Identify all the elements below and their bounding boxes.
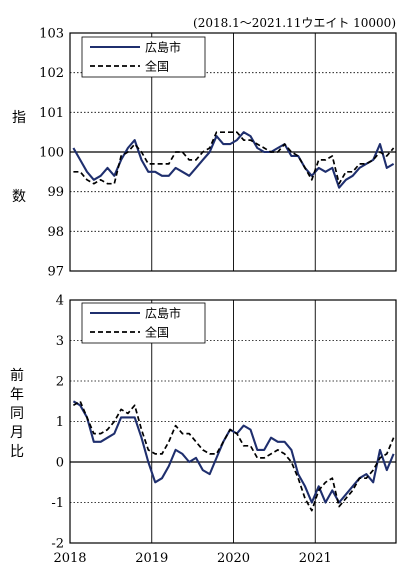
- y-axis-label: 同: [10, 406, 24, 422]
- y-axis-label: 前: [10, 367, 24, 384]
- y-tick-label: -2: [51, 537, 64, 552]
- y-axis-label: 月: [10, 425, 24, 441]
- x-tick-label: 2019: [135, 551, 168, 565]
- legend-label: 広島市: [145, 306, 181, 321]
- legend-label: 広島市: [145, 40, 181, 55]
- y-tick-label: 103: [39, 27, 64, 42]
- y-axis-label: 指: [12, 110, 26, 126]
- y-tick-label: 1: [56, 415, 64, 430]
- y-axis-label: 年: [10, 387, 24, 403]
- legend-label: 全国: [145, 59, 169, 74]
- y-tick-label: 100: [39, 146, 64, 161]
- y-tick-label: 98: [47, 225, 64, 240]
- legend-box: [81, 302, 206, 344]
- y-tick-label: 3: [56, 334, 64, 349]
- y-tick-label: 2: [56, 375, 64, 390]
- y-tick-label: 0: [56, 456, 64, 471]
- y-tick-label: 99: [47, 185, 64, 200]
- y-axis-label: 数: [12, 189, 26, 205]
- y-tick-label: 4: [56, 294, 64, 309]
- series-line-1: [72, 400, 395, 504]
- y-axis-label: 比: [10, 444, 24, 460]
- x-tick-label: 2020: [217, 551, 250, 565]
- y-tick-label: 97: [47, 265, 64, 280]
- y-tick-label: 102: [39, 66, 64, 81]
- legend-label: 全国: [145, 325, 169, 340]
- x-tick-label: 2018: [53, 551, 86, 565]
- legend-box: [81, 36, 206, 78]
- series-line-1: [72, 131, 395, 189]
- series-line-2: [72, 400, 395, 512]
- y-tick-label: -1: [51, 496, 64, 511]
- x-tick-label: 2021: [299, 551, 332, 565]
- series-line-2: [73, 131, 395, 185]
- y-tick-label: 101: [39, 106, 64, 121]
- chart-note: (2018.1〜2021.11ウエイト 10000): [193, 16, 396, 30]
